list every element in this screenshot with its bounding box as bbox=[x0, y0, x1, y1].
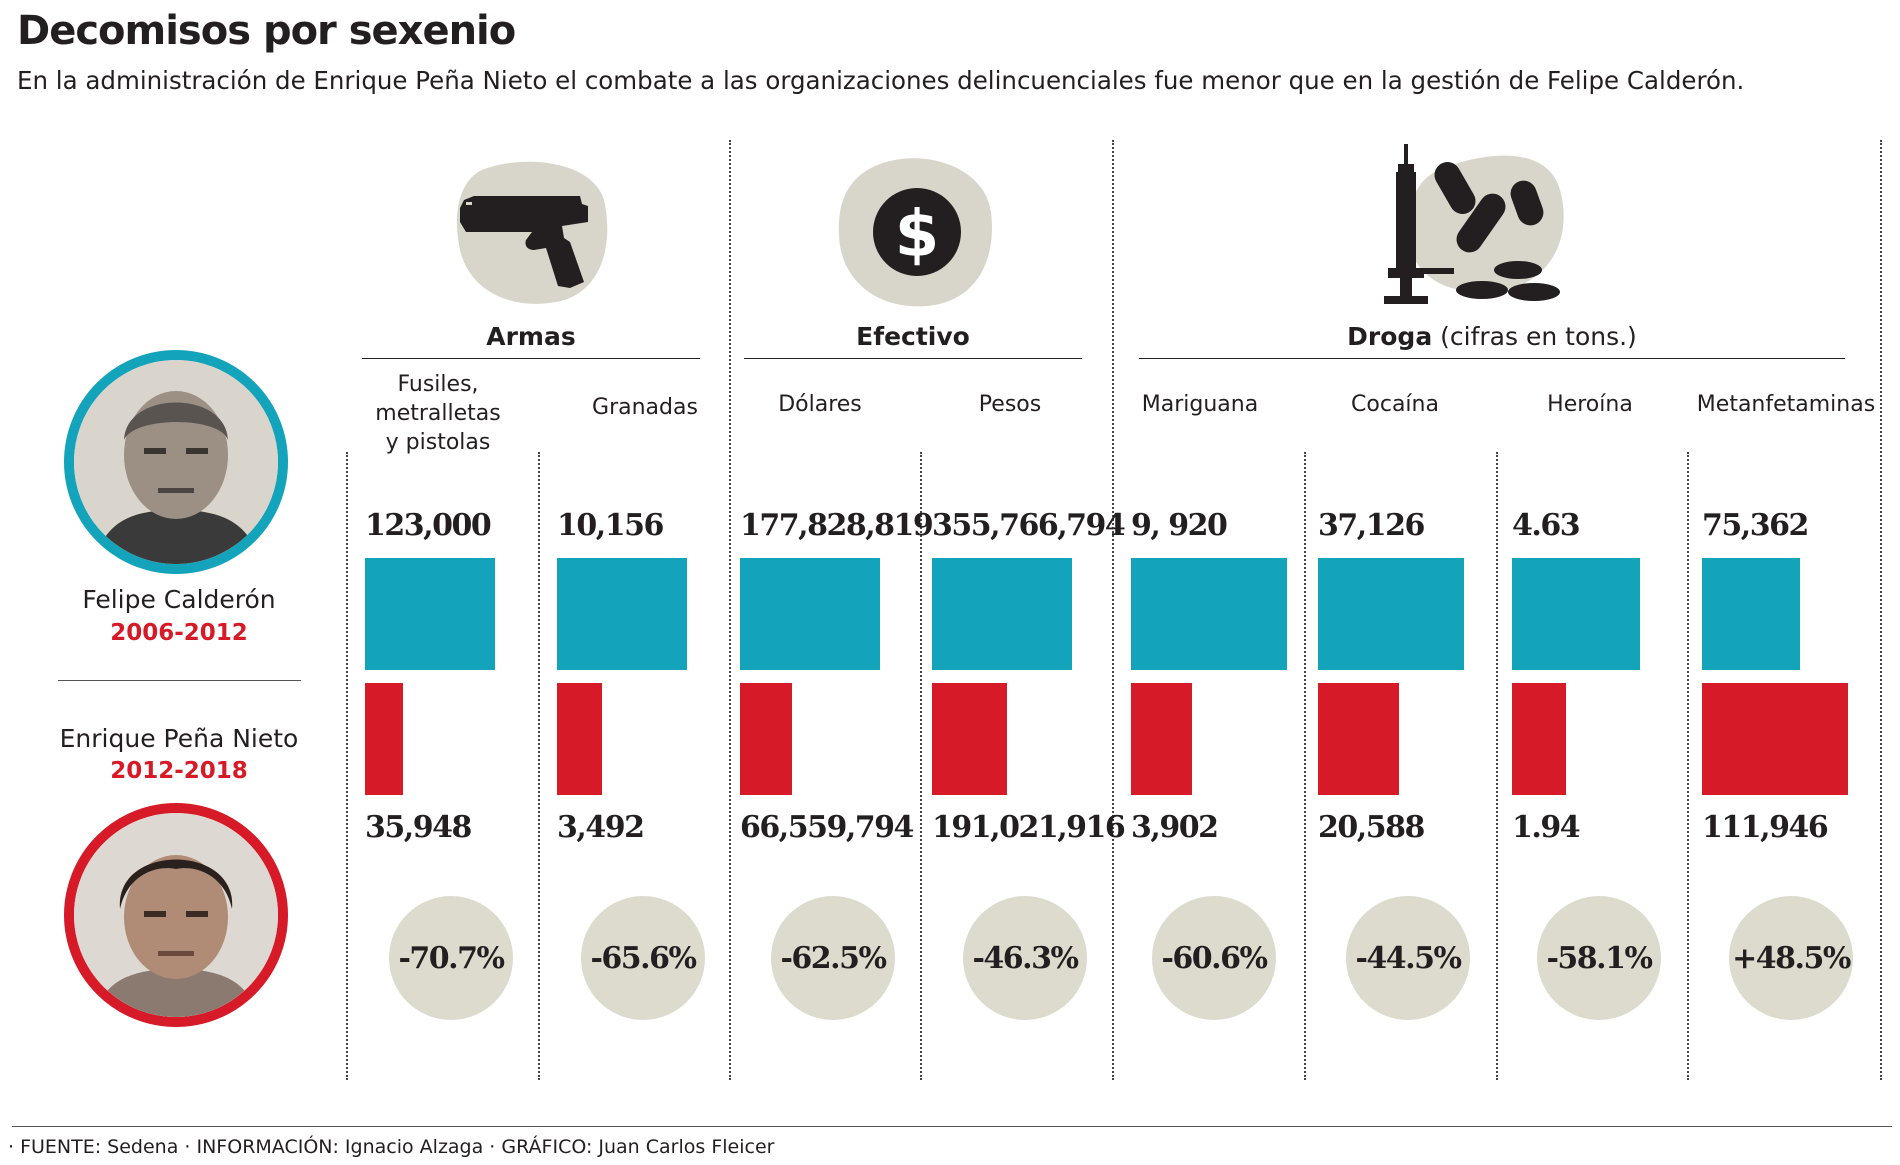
svg-text:$: $ bbox=[895, 198, 940, 272]
calderon-years: 2006-2012 bbox=[110, 620, 248, 646]
calderon-portrait bbox=[64, 350, 288, 574]
change-circle: -58.1% bbox=[1537, 896, 1661, 1020]
category-label: Fusiles, metralletas y pistolas bbox=[375, 372, 501, 455]
pena-value-label: 191,021,916 bbox=[932, 810, 1126, 845]
pena-bar bbox=[932, 683, 1008, 795]
calderon-bar bbox=[932, 558, 1072, 670]
change-circle: -65.6% bbox=[581, 896, 705, 1020]
pistol-icon bbox=[452, 152, 612, 312]
change-circle: -60.6% bbox=[1152, 896, 1276, 1020]
group-title-efectivo: Efectivo bbox=[856, 322, 970, 351]
calderon-value-label: 123,000 bbox=[365, 508, 492, 543]
category-label: Pesos bbox=[978, 392, 1042, 417]
change-circle: +48.5% bbox=[1729, 896, 1853, 1020]
chart-subtitle: En la administración de Enrique Peña Nie… bbox=[17, 66, 1745, 95]
group-rule-efectivo bbox=[744, 358, 1082, 359]
column-divider bbox=[920, 452, 922, 1080]
calderon-name: Felipe Calderón bbox=[82, 585, 276, 614]
pena-value-label: 1.94 bbox=[1512, 810, 1581, 845]
calderon-bar bbox=[1512, 558, 1640, 670]
calderon-bar bbox=[557, 558, 687, 670]
group-note-droga: (cifras en tons.) bbox=[1440, 322, 1637, 351]
dollar-coin-icon: $ bbox=[835, 152, 995, 312]
change-circle: -46.3% bbox=[963, 896, 1087, 1020]
change-circle: -62.5% bbox=[771, 896, 895, 1020]
pena-value-label: 111,946 bbox=[1702, 810, 1829, 845]
change-circle: -70.7% bbox=[389, 896, 513, 1020]
change-percent: -46.3% bbox=[972, 940, 1079, 976]
calderon-value-label: 37,126 bbox=[1318, 508, 1425, 543]
category-label: Mariguana bbox=[1141, 392, 1259, 417]
group-divider bbox=[729, 140, 731, 1080]
footer-credits: · FUENTE: Sedena · INFORMACIÓN: Ignacio … bbox=[8, 1136, 775, 1158]
change-percent: -70.7% bbox=[398, 940, 505, 976]
pena-value-label: 66,559,794 bbox=[740, 810, 914, 845]
pena-value-label: 35,948 bbox=[365, 810, 472, 845]
change-percent: -58.1% bbox=[1546, 940, 1653, 976]
group-title-droga: Droga (cifras en tons.) bbox=[1347, 322, 1637, 351]
change-percent: -62.5% bbox=[780, 940, 887, 976]
column-divider bbox=[1687, 452, 1689, 1080]
pena-value-label: 20,588 bbox=[1318, 810, 1425, 845]
pena-bar bbox=[1318, 683, 1399, 795]
pena-bar bbox=[740, 683, 793, 795]
change-percent: -65.6% bbox=[590, 940, 697, 976]
calderon-bar bbox=[365, 558, 495, 670]
pena-portrait bbox=[64, 803, 288, 1027]
syringe-pills-icon bbox=[1378, 140, 1578, 312]
category-label: Granadas bbox=[592, 395, 698, 420]
calderon-value-label: 75,362 bbox=[1702, 508, 1809, 543]
chart-title: Decomisos por sexenio bbox=[17, 8, 516, 54]
pena-bar bbox=[1702, 683, 1848, 795]
category-label: Heroína bbox=[1547, 392, 1633, 417]
pena-value-label: 3,902 bbox=[1131, 810, 1219, 845]
change-percent: +48.5% bbox=[1732, 940, 1851, 976]
calderon-bar bbox=[1131, 558, 1287, 670]
column-divider bbox=[1496, 452, 1498, 1080]
calderon-value-label: 10,156 bbox=[557, 508, 664, 543]
group-divider bbox=[1880, 140, 1882, 1080]
calderon-value-label: 9, 920 bbox=[1131, 508, 1228, 543]
pena-bar bbox=[365, 683, 403, 795]
pena-bar bbox=[557, 683, 602, 795]
category-label: Dólares bbox=[778, 392, 862, 417]
footer-rule bbox=[12, 1126, 1892, 1127]
calderon-value-label: 355,766,794 bbox=[932, 508, 1126, 543]
group-rule-droga bbox=[1139, 358, 1845, 359]
calderon-bar bbox=[1318, 558, 1464, 670]
change-percent: -60.6% bbox=[1161, 940, 1268, 976]
column-divider bbox=[1304, 452, 1306, 1080]
pena-name: Enrique Peña Nieto bbox=[59, 724, 299, 753]
group-title-armas: Armas bbox=[486, 322, 576, 351]
calderon-value-label: 4.63 bbox=[1512, 508, 1581, 543]
column-divider bbox=[538, 452, 540, 1080]
pena-years: 2012-2018 bbox=[110, 758, 248, 784]
pena-value-label: 3,492 bbox=[557, 810, 645, 845]
pena-bar bbox=[1512, 683, 1566, 795]
group-rule-armas bbox=[362, 358, 700, 359]
category-label: Cocaína bbox=[1351, 392, 1439, 417]
column-divider bbox=[346, 452, 348, 1080]
calderon-value-label: 177,828,819 bbox=[740, 508, 934, 543]
people-divider bbox=[58, 680, 301, 681]
pena-bar bbox=[1131, 683, 1193, 795]
calderon-bar bbox=[740, 558, 880, 670]
change-circle: -44.5% bbox=[1346, 896, 1470, 1020]
category-label: Metanfetaminas bbox=[1696, 392, 1876, 417]
group-divider bbox=[1112, 140, 1114, 1080]
change-percent: -44.5% bbox=[1355, 940, 1462, 976]
calderon-bar bbox=[1702, 558, 1801, 670]
